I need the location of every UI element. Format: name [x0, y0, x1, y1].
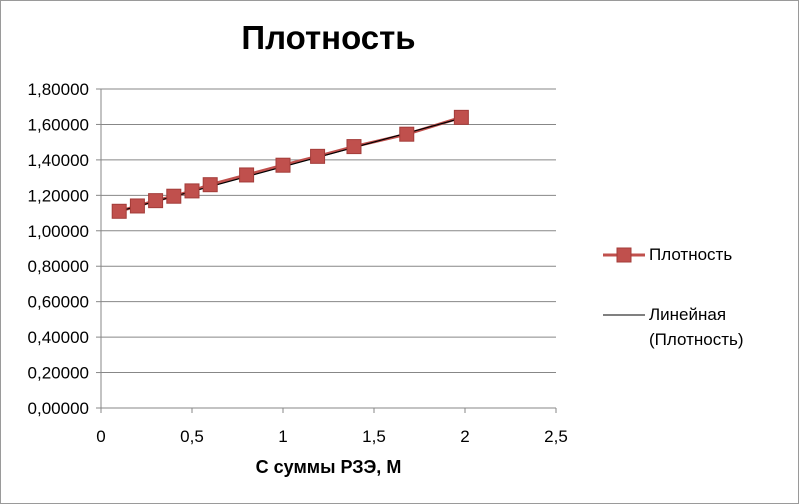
legend-trendline-label-line2: (Плотность) — [649, 330, 744, 349]
data-point — [453, 109, 469, 125]
data-point — [129, 198, 145, 214]
chart-title: Плотность — [241, 19, 416, 56]
data-point — [275, 157, 291, 173]
y-tick-label: 1,20000 — [28, 186, 89, 205]
y-tick-label: 0,60000 — [28, 293, 89, 312]
x-tick-label: 2 — [460, 427, 469, 446]
data-point — [166, 188, 182, 204]
x-tick-label: 0,5 — [180, 427, 204, 446]
y-tick-label: 0,20000 — [28, 364, 89, 383]
data-point — [310, 148, 326, 164]
data-point — [184, 183, 200, 199]
data-point — [399, 126, 415, 142]
x-tick-label: 1,5 — [362, 427, 386, 446]
y-tick-label: 1,00000 — [28, 222, 89, 241]
legend-trendline-label-line1: Линейная — [649, 305, 727, 324]
data-point — [239, 167, 255, 183]
y-tick-label: 1,60000 — [28, 115, 89, 134]
x-tick-label: 0 — [96, 427, 105, 446]
x-axis-label: С суммы РЗЭ, М — [255, 457, 402, 477]
y-tick-label: 1,80000 — [28, 80, 89, 99]
legend-series-label: Плотность — [649, 245, 733, 264]
x-tick-label: 2,5 — [544, 427, 568, 446]
y-tick-label: 0,80000 — [28, 257, 89, 276]
y-tick-label: 0,00000 — [28, 399, 89, 418]
y-tick-label: 1,40000 — [28, 151, 89, 170]
data-point — [148, 193, 164, 209]
legend-trendline-icon — [603, 314, 645, 316]
y-tick-label: 0,40000 — [28, 328, 89, 347]
data-point — [346, 139, 362, 155]
x-tick-label: 1 — [278, 427, 287, 446]
data-point — [202, 177, 218, 193]
legend-series-marker-icon — [603, 247, 645, 263]
data-point — [111, 203, 127, 219]
